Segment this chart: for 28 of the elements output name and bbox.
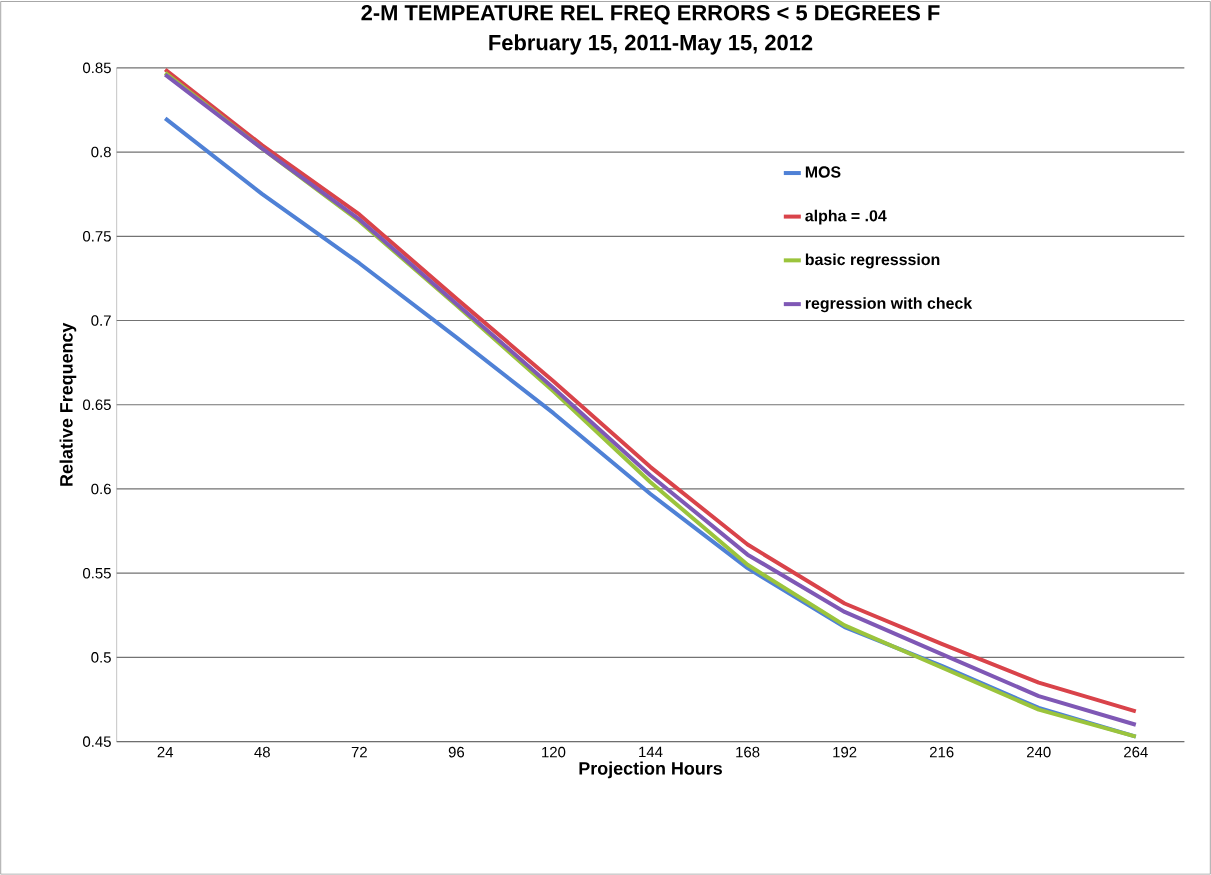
y-axis-title: Relative Frequency: [59, 322, 77, 486]
y-tick-label: 0.75: [83, 231, 111, 242]
legend-label: MOS: [805, 166, 841, 178]
x-tick-label: 168: [736, 746, 760, 758]
y-tick-label: 0.85: [83, 62, 111, 74]
x-tick-label: 192: [833, 746, 857, 758]
x-tick-label: 120: [542, 746, 566, 758]
y-tick-label: 0.6: [91, 483, 111, 495]
x-axis-title: Projection Hours: [579, 761, 722, 779]
legend-label: regression with check: [805, 297, 973, 313]
chart-subtitle: February 15, 2011-May 15, 2012: [489, 34, 813, 55]
x-tick-label: 264: [1124, 746, 1148, 758]
legend-label: basic regresssion: [805, 253, 940, 269]
x-tick-label: 24: [157, 746, 174, 758]
y-tick-label: 0.55: [83, 567, 111, 579]
x-tick-label: 144: [639, 746, 663, 758]
y-tick-label: 0.5: [91, 652, 111, 663]
x-tick-label: 96: [448, 746, 465, 758]
y-tick-label: 0.7: [91, 315, 111, 326]
y-tick-label: 0.65: [83, 399, 111, 411]
legend-label: alpha = .04: [805, 209, 887, 225]
x-tick-label: 72: [351, 746, 367, 758]
y-tick-label: 0.45: [83, 736, 111, 747]
x-tick-label: 240: [1027, 746, 1051, 758]
x-tick-label: 216: [929, 746, 954, 758]
x-tick-label: 48: [254, 746, 270, 758]
chart-title: 2-M TEMPEATURE REL FREQ ERRORS < 5 DEGREES F: [361, 5, 940, 25]
y-tick-label: 0.8: [91, 146, 111, 158]
